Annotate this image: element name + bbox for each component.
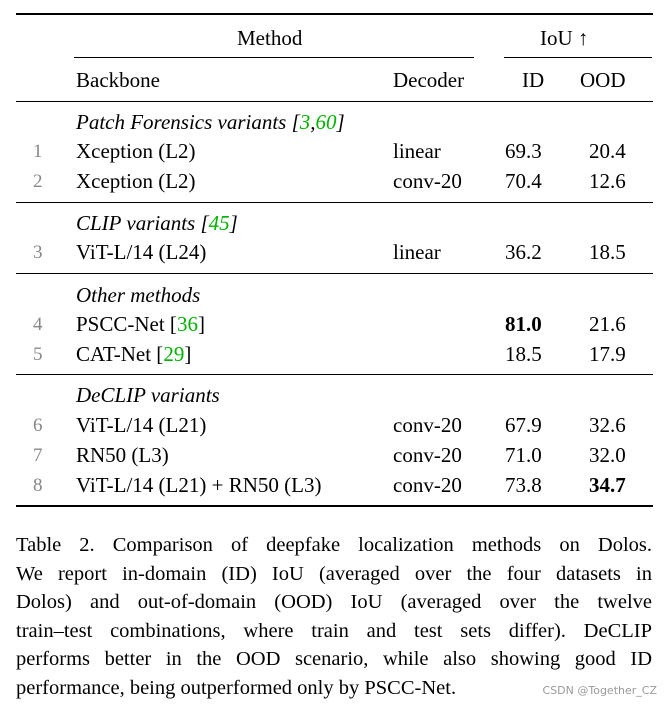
citation-link[interactable]: 45 — [208, 211, 230, 235]
group-title: Other methods — [76, 283, 201, 307]
caption-line: performs better in the OOD scenario, whi… — [16, 648, 652, 670]
ood-cell: 21.6 — [589, 312, 626, 336]
backbone-cell: CAT-Net [29] — [76, 342, 192, 366]
backbone-cell: ViT-L/14 (L21) + RN50 (L3) — [76, 473, 322, 497]
caption-line: performance, being outperformed only by … — [16, 676, 457, 699]
ood-cell-best: 34.7 — [589, 473, 626, 497]
backbone-cell: Xception (L2) — [76, 139, 196, 163]
row-number: 5 — [33, 344, 43, 365]
group-title: DeCLIP variants — [76, 383, 220, 407]
row-number: 4 — [33, 314, 43, 335]
citation-link[interactable]: 3 — [299, 110, 311, 134]
header-iou: IoU ↑ — [540, 26, 589, 50]
backbone-cell: Xception (L2) — [76, 169, 196, 193]
id-cell: 71.0 — [505, 443, 542, 467]
id-cell: 18.5 — [505, 342, 542, 366]
iou-underline — [504, 57, 652, 58]
decoder-cell: linear — [393, 139, 441, 163]
group-rule — [16, 273, 653, 274]
table-caption: Table 2. Comparison of deepfake localiza… — [16, 531, 652, 702]
decoder-cell: conv-20 — [393, 473, 462, 497]
ood-cell: 20.4 — [589, 139, 626, 163]
caption-line: Dolos) and out-of-domain (OOD) IoU (aver… — [16, 591, 652, 613]
decoder-cell: conv-20 — [393, 443, 462, 467]
header-ood: OOD — [580, 68, 626, 92]
id-cell: 73.8 — [505, 473, 542, 497]
ood-cell: 32.0 — [589, 443, 626, 467]
row-number: 8 — [33, 475, 43, 496]
bottom-rule — [16, 505, 653, 507]
id-cell: 69.3 — [505, 139, 542, 163]
header-id: ID — [522, 68, 545, 92]
header-decoder: Decoder — [393, 68, 465, 92]
decoder-cell: conv-20 — [393, 169, 462, 193]
ood-cell: 18.5 — [589, 240, 626, 264]
row-number: 6 — [33, 415, 43, 436]
caption-line: We report in-domain (ID) IoU (averaged o… — [16, 562, 652, 585]
decoder-cell: linear — [393, 240, 441, 264]
id-cell: 67.9 — [505, 413, 542, 437]
citation-link[interactable]: 36 — [176, 312, 198, 336]
ood-cell: 32.6 — [589, 413, 626, 437]
watermark: CSDN @Together_CZ — [542, 684, 657, 697]
group-title: CLIP variants [45] — [76, 211, 238, 235]
backbone-cell: ViT-L/14 (L21) — [76, 413, 207, 437]
ood-cell: 17.9 — [589, 342, 626, 366]
group-rule — [16, 374, 653, 375]
header-method: Method — [237, 26, 303, 50]
top-rule — [16, 13, 653, 15]
backbone-cell: PSCC-Net [36] — [76, 312, 205, 336]
decoder-cell: conv-20 — [393, 413, 462, 437]
id-cell: 70.4 — [505, 169, 542, 193]
ood-cell: 12.6 — [589, 169, 626, 193]
header-backbone: Backbone — [76, 68, 160, 92]
citation-link[interactable]: 29 — [163, 342, 185, 366]
backbone-cell: RN50 (L3) — [76, 443, 169, 467]
row-number: 7 — [33, 445, 43, 466]
method-underline — [74, 57, 474, 58]
id-cell: 36.2 — [505, 240, 542, 264]
caption-line: Table 2. Comparison of deepfake localiza… — [16, 534, 652, 556]
group-rule — [16, 202, 653, 203]
group-title: Patch Forensics variants [3,60] — [76, 110, 345, 134]
row-number: 2 — [33, 171, 43, 192]
citation-link[interactable]: 60 — [315, 110, 337, 134]
row-number: 1 — [33, 141, 43, 162]
caption-line: train–test combinations, where train and… — [16, 619, 652, 642]
header-rule — [16, 101, 653, 102]
backbone-cell: ViT-L/14 (L24) — [76, 240, 207, 264]
row-number: 3 — [33, 242, 43, 263]
id-cell-best: 81.0 — [505, 312, 542, 336]
